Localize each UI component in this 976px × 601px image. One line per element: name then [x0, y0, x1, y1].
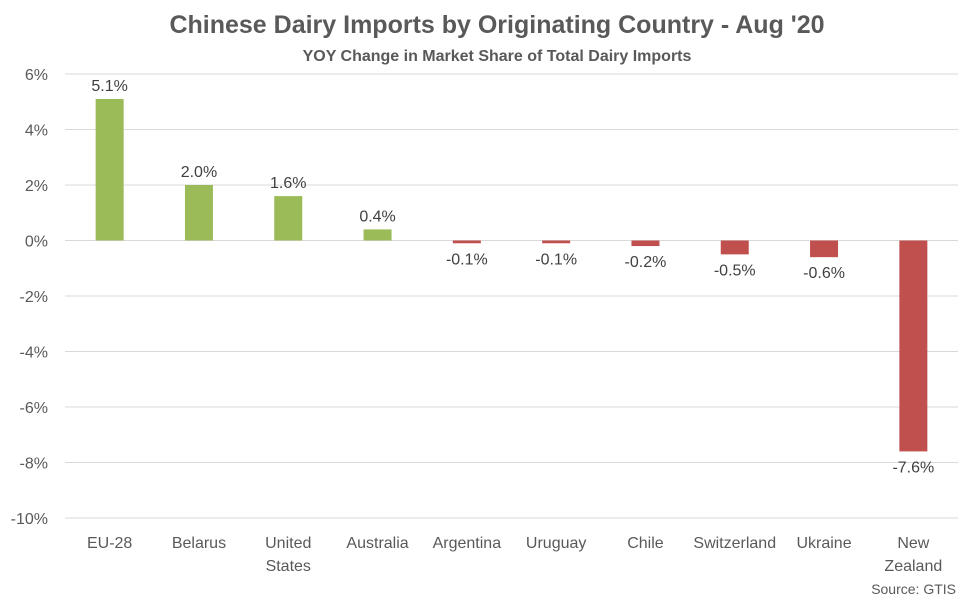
y-axis-tick-labels: 6% 4% 2% 0% -2% -4% -6% -8% -10%	[11, 67, 48, 528]
y-tick-label: -4%	[20, 345, 48, 362]
x-category-label-line: Belarus	[172, 535, 226, 552]
data-label: -0.1%	[535, 251, 577, 268]
bar	[631, 240, 660, 247]
chart-subtitle: YOY Change in Market Share of Total Dair…	[303, 48, 692, 65]
x-category-label: Argentina	[433, 535, 502, 552]
bar	[95, 98, 124, 241]
x-category-label-line: Ukraine	[796, 535, 851, 552]
bar	[274, 196, 303, 241]
x-category-label: Belarus	[172, 535, 226, 552]
bar	[184, 185, 213, 241]
gridlines	[65, 73, 958, 519]
x-category-label: Uruguay	[526, 535, 586, 552]
y-tick-label: -6%	[20, 400, 48, 417]
data-label: 2.0%	[181, 164, 217, 181]
x-category-label: Chile	[627, 535, 664, 552]
y-tick-label: 2%	[25, 178, 48, 195]
y-tick-label: -10%	[11, 511, 48, 528]
x-category-label-line: Switzerland	[693, 535, 776, 552]
data-label: -0.1%	[446, 251, 488, 268]
y-tick-label: -2%	[20, 289, 48, 306]
data-label: 5.1%	[91, 78, 127, 95]
x-category-label-line: New	[897, 535, 929, 552]
x-axis-category-labels: EU-28 Belarus United States Australia Argenti…	[87, 535, 942, 575]
bar	[899, 240, 928, 452]
x-category-label-line: Argentina	[433, 535, 502, 552]
data-labels: 5.1% 2.0% 1.6% 0.4% -0.1% -0.1% -0.2% -0.5% -0.6…	[91, 78, 934, 476]
x-category-label-line: Zealand	[884, 558, 942, 575]
x-category-label-line: Uruguay	[526, 535, 586, 552]
bar	[810, 240, 839, 258]
x-category-label: Switzerland	[693, 535, 776, 552]
x-category-label-line: Australia	[346, 535, 408, 552]
y-tick-label: 0%	[25, 234, 48, 251]
bar	[720, 240, 749, 255]
y-tick-label: 6%	[25, 67, 48, 84]
x-category-label-line: States	[266, 558, 311, 575]
data-label: -0.6%	[803, 265, 845, 282]
data-label: -0.5%	[714, 262, 756, 279]
bar	[452, 240, 481, 244]
y-tick-label: 4%	[25, 123, 48, 140]
bar	[542, 240, 571, 244]
source-note: Source: GTIS	[871, 581, 956, 597]
x-category-label: New Zealand	[884, 535, 942, 575]
x-category-label: EU-28	[87, 535, 132, 552]
x-category-label: Ukraine	[796, 535, 851, 552]
bar	[363, 229, 392, 241]
x-category-label-line: EU-28	[87, 535, 132, 552]
x-category-label: United States	[265, 535, 311, 575]
y-tick-label: -8%	[20, 456, 48, 473]
data-label: -7.6%	[892, 459, 934, 476]
data-label: -0.2%	[625, 254, 667, 271]
chart-title: Chinese Dairy Imports by Originating Cou…	[169, 11, 824, 39]
x-category-label-line: Chile	[627, 535, 664, 552]
bars	[95, 98, 928, 452]
x-category-label-line: United	[265, 535, 311, 552]
data-label: 0.4%	[359, 208, 395, 225]
data-label: 1.6%	[270, 175, 306, 192]
x-category-label: Australia	[346, 535, 408, 552]
